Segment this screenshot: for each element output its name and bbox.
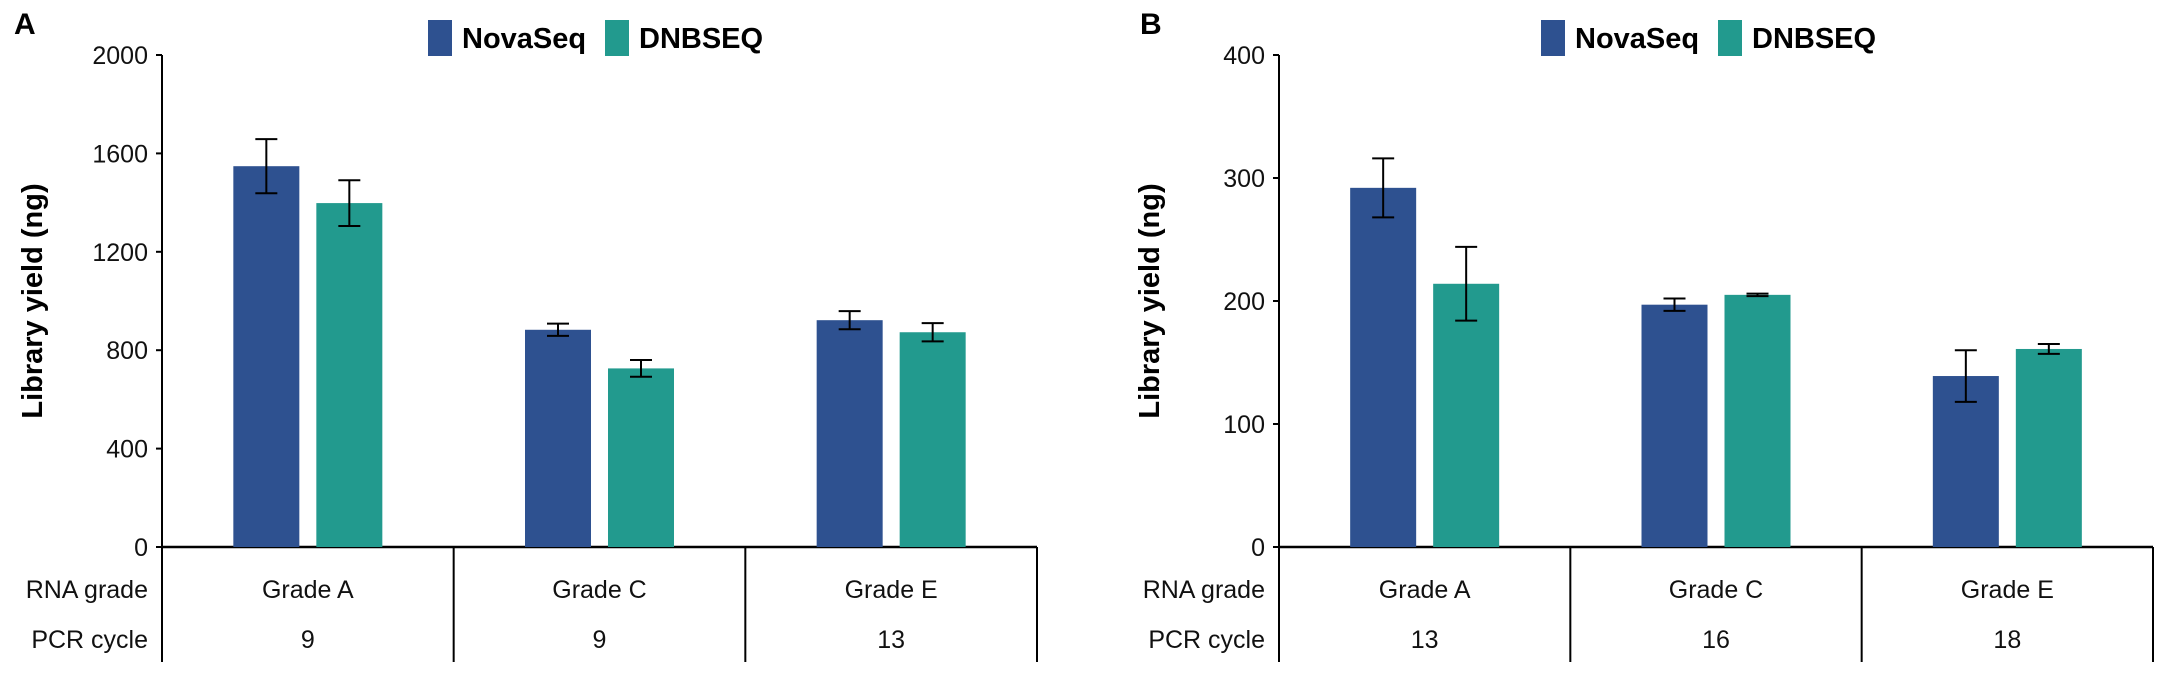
y-tick-label: 100: [1223, 411, 1265, 439]
bar-dnbseq: [2015, 348, 2082, 547]
table-row-label: RNA grade: [26, 576, 148, 604]
bar-dnbseq: [899, 332, 966, 547]
bar-dnbseq: [608, 368, 674, 547]
bar-novaseq: [1932, 376, 1999, 547]
bar-dnbseq: [1433, 283, 1500, 547]
y-tick-label: 1200: [92, 239, 148, 267]
table-cell: Grade C: [552, 576, 646, 604]
y-tick-label: 200: [1223, 288, 1265, 316]
legend-label: DNBSEQ: [1752, 23, 1876, 55]
y-tick-label: 2000: [92, 42, 148, 70]
y-tick-label: 800: [106, 337, 148, 365]
y-tick-label: 0: [134, 534, 148, 562]
bar-novaseq: [1350, 187, 1417, 547]
bar-dnbseq: [1724, 294, 1791, 547]
table-row-label: PCR cycle: [1148, 626, 1265, 654]
legend-label: NovaSeq: [462, 23, 586, 55]
panel-label: A: [14, 8, 36, 41]
y-tick-label: 0: [1251, 534, 1265, 562]
panel-label: B: [1140, 8, 1162, 41]
table-cell: 9: [593, 626, 607, 654]
table-row-label: RNA grade: [1143, 576, 1265, 604]
bar-novaseq: [233, 166, 300, 547]
legend-swatch: [428, 20, 452, 56]
bar-novaseq: [816, 320, 883, 547]
bar-novaseq: [525, 329, 591, 547]
table-cell: Grade A: [1379, 576, 1471, 604]
legend-swatch: [605, 20, 629, 56]
y-tick-label: 300: [1223, 165, 1265, 193]
table-cell: 13: [1411, 626, 1439, 654]
table-cell: Grade C: [1669, 576, 1763, 604]
legend-label: NovaSeq: [1575, 23, 1699, 55]
y-axis-label: Library yield (ng): [1134, 183, 1166, 418]
table-cell: 9: [301, 626, 315, 654]
table-cell: 13: [877, 626, 905, 654]
bar-dnbseq: [316, 203, 383, 548]
y-tick-label: 400: [1223, 42, 1265, 70]
y-tick-label: 400: [106, 436, 148, 464]
y-tick-label: 1600: [92, 140, 148, 168]
table-cell: Grade E: [845, 576, 938, 604]
legend-swatch: [1541, 20, 1565, 56]
legend-swatch: [1718, 20, 1742, 56]
y-axis-label: Library yield (ng): [17, 183, 49, 418]
table-cell: 18: [1993, 626, 2021, 654]
bar-novaseq: [1641, 304, 1708, 547]
legend-label: DNBSEQ: [639, 23, 763, 55]
table-cell: Grade A: [262, 576, 354, 604]
table-cell: 16: [1702, 626, 1730, 654]
chart-panel-a: A NovaSeq DNBSEQ Library yield (ng) 0 400 800 1…: [14, 8, 1038, 662]
table-row-label: PCR cycle: [31, 626, 148, 654]
table-cell: Grade E: [1961, 576, 2054, 604]
chart-panel-b: B NovaSeq DNBSEQ Library yield (ng) 0 100 200 3…: [1134, 8, 2154, 662]
